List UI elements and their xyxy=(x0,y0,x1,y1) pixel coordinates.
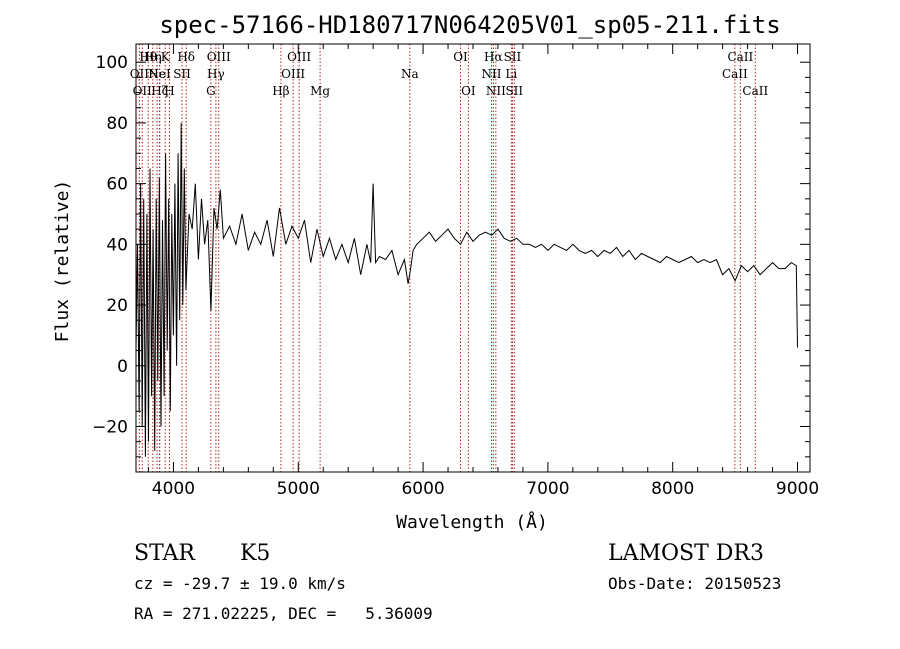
y-tick-label: −20 xyxy=(92,417,128,437)
object-class: STAR xyxy=(134,541,196,566)
spectral-line-label: OIII xyxy=(207,50,231,64)
coordinates-readout: RA = 271.02225, DEC = 5.36009 xyxy=(134,604,433,623)
chart-title: spec-57166-HD180717N064205V01_sp05-211.f… xyxy=(159,11,780,39)
y-tick-label: 0 xyxy=(117,357,128,377)
object-subclass: K5 xyxy=(240,541,270,566)
x-tick-label: 5000 xyxy=(277,479,320,499)
spectral-line-label: K xyxy=(161,50,171,64)
spectral-line-label: Hδ xyxy=(177,50,195,64)
spectral-line-label: OIII xyxy=(281,67,305,81)
observation-date: Obs-Date: 20150523 xyxy=(608,574,781,593)
spectral-line-label: OII xyxy=(130,67,150,81)
y-axis-ticks: −20 0 20 40 60 80 100 xyxy=(92,53,810,458)
spectral-line-label: Hα xyxy=(484,50,503,64)
x-tick-label: 4000 xyxy=(152,479,195,499)
y-tick-label: 40 xyxy=(106,235,128,255)
spectral-line-label: Hγ xyxy=(207,67,225,81)
plot-frame xyxy=(135,43,811,473)
spectral-line-label: OIII xyxy=(287,50,311,64)
spectral-line-label: Ne xyxy=(148,67,166,81)
spectral-line-label: Hζ xyxy=(151,84,168,98)
spectral-line-label: H xyxy=(164,84,174,98)
x-tick-label: 8000 xyxy=(651,479,694,499)
spectral-line-label: Hθ xyxy=(139,50,157,64)
x-tick-label: 7000 xyxy=(526,479,569,499)
spectral-line-label: Li xyxy=(505,67,517,81)
spectrum-series-line xyxy=(135,122,798,457)
spectral-line-markers xyxy=(138,44,756,472)
spectral-line-label: Mg xyxy=(310,84,330,98)
spectral-line-label: Na xyxy=(401,67,419,81)
spectral-line-label: OII xyxy=(133,84,153,98)
spectral-line-label: HeI xyxy=(148,67,171,81)
spectral-line-label: CaII xyxy=(742,84,768,98)
spectral-line-label: SII xyxy=(504,50,522,64)
spectral-line-label: OI xyxy=(461,84,476,98)
x-tick-label: 6000 xyxy=(401,479,444,499)
spectral-line-label: NII xyxy=(486,84,506,98)
spectral-line-label: NII xyxy=(481,67,501,81)
survey-name: LAMOST DR3 xyxy=(608,541,764,566)
spectral-line-label: OI xyxy=(453,50,468,64)
spectral-line-label: CaII xyxy=(727,50,753,64)
x-tick-label: 9000 xyxy=(776,479,819,499)
spectral-line-label: Hβ xyxy=(272,84,289,98)
y-tick-label: 60 xyxy=(106,175,128,195)
y-axis-label: Flux (relative) xyxy=(52,180,73,343)
spectral-line-label: G xyxy=(206,84,216,98)
spectral-line-label: CaII xyxy=(722,67,748,81)
spectral-line-label: SII xyxy=(173,67,191,81)
x-axis-ticks: 4000 5000 6000 7000 8000 9000 xyxy=(147,44,819,499)
redshift-readout: cz = -29.7 ± 19.0 km/s xyxy=(134,574,346,593)
y-tick-label: 80 xyxy=(106,114,128,134)
x-axis-label: Wavelength (Å) xyxy=(396,511,548,533)
spectral-line-label: SII xyxy=(505,84,523,98)
y-tick-label: 100 xyxy=(96,53,128,73)
spectral-line-label: Hη xyxy=(144,50,162,64)
y-tick-label: 20 xyxy=(106,296,128,316)
